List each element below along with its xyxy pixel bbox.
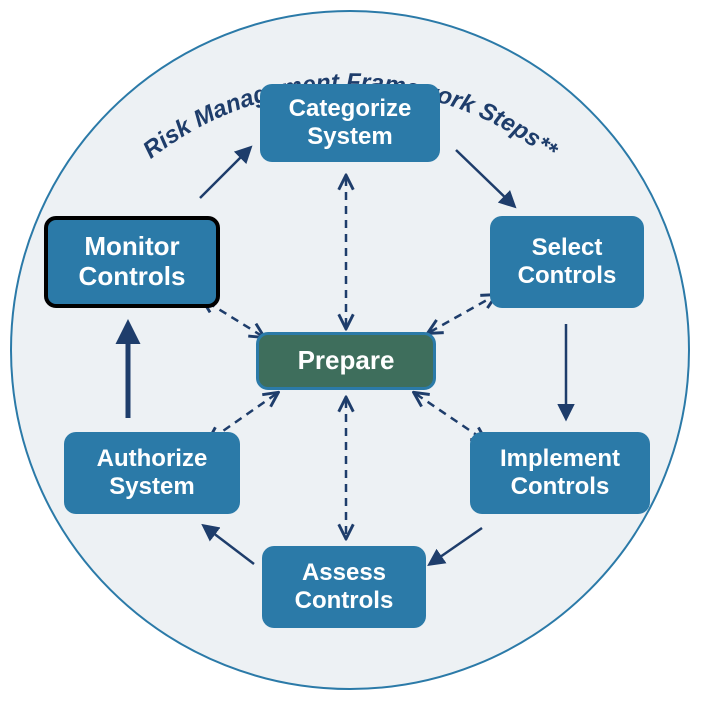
node-categorize-system: CategorizeSystem <box>260 84 440 162</box>
node-label: AssessControls <box>295 559 394 614</box>
node-label: MonitorControls <box>79 232 186 292</box>
node-select-controls: SelectControls <box>490 216 644 308</box>
node-label: Prepare <box>298 346 395 376</box>
node-label: CategorizeSystem <box>289 95 412 150</box>
node-label: AuthorizeSystem <box>97 445 208 500</box>
node-implement-controls: ImplementControls <box>470 432 650 514</box>
node-prepare: Prepare <box>256 332 436 390</box>
node-assess-controls: AssessControls <box>262 546 426 628</box>
node-monitor-controls: MonitorControls <box>44 216 220 308</box>
node-label: ImplementControls <box>500 445 620 500</box>
node-label: SelectControls <box>518 234 617 289</box>
node-authorize-system: AuthorizeSystem <box>64 432 240 514</box>
